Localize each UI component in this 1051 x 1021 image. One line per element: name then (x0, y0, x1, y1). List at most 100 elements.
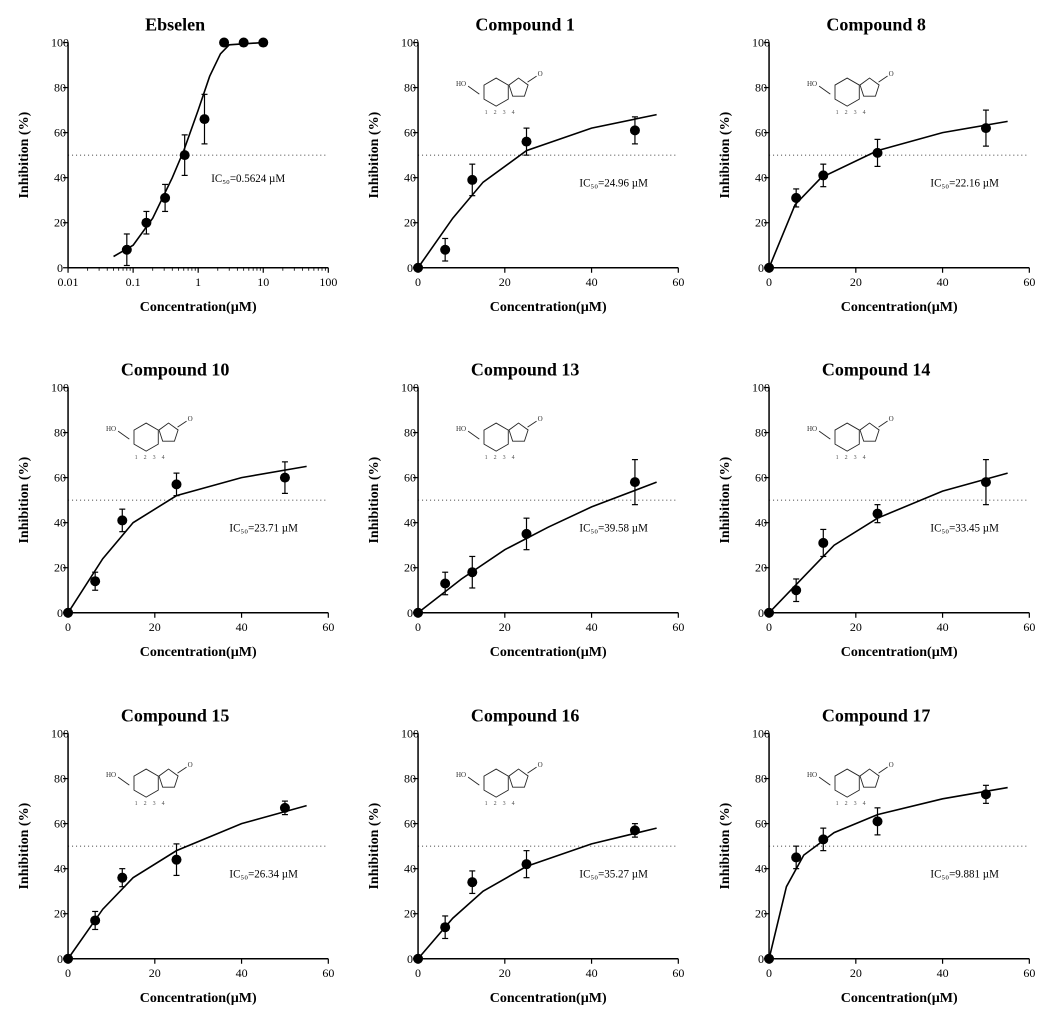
svg-text:1: 1 (485, 110, 488, 116)
xtick-label: 60 (1023, 275, 1035, 289)
ic50-label: IC₅₀=23.71 µM (229, 523, 298, 535)
svg-text:O: O (888, 70, 893, 78)
data-point (239, 38, 249, 48)
ic50-label: IC₅₀=39.58 µM (580, 523, 649, 535)
xtick-label: 20 (499, 965, 511, 979)
svg-text:3: 3 (503, 455, 506, 461)
ytick-label: 80 (54, 771, 66, 785)
ytick-label: 60 (404, 816, 416, 830)
svg-text:HO: HO (106, 425, 116, 433)
data-point (764, 608, 774, 618)
xlabel: Concentration(µM) (140, 645, 257, 660)
ytick-label: 60 (755, 471, 767, 485)
panel-c8: Compound 80204060801000204060Concentrati… (711, 10, 1041, 325)
xlabel: Concentration(µM) (140, 990, 257, 1005)
ylabel: Inhibition (%) (17, 457, 32, 544)
xtick-label: 60 (673, 620, 685, 634)
xtick-label: 10 (257, 275, 269, 289)
ic50-label: IC₅₀=24.96 µM (580, 178, 649, 190)
xtick-label: 0 (415, 275, 421, 289)
ytick-label: 20 (54, 216, 66, 230)
xtick-label: 40 (936, 965, 948, 979)
xtick-label: 40 (936, 620, 948, 634)
ytick-label: 60 (54, 816, 66, 830)
svg-text:HO: HO (807, 771, 817, 779)
xtick-label: 0 (65, 965, 71, 979)
data-point (630, 125, 640, 135)
ytick-label: 100 (51, 36, 69, 50)
svg-text:O: O (538, 761, 543, 769)
svg-text:4: 4 (862, 455, 865, 461)
structure-sketch: HOO1234 (807, 70, 894, 116)
svg-text:O: O (538, 415, 543, 423)
panel-title: Compound 10 (121, 360, 230, 380)
svg-text:HO: HO (807, 425, 817, 433)
svg-text:4: 4 (512, 455, 515, 461)
svg-text:4: 4 (162, 801, 165, 807)
data-point (468, 877, 478, 887)
data-point (764, 263, 774, 273)
svg-text:3: 3 (153, 455, 156, 461)
data-point (981, 789, 991, 799)
data-point (872, 509, 882, 519)
svg-text:1: 1 (135, 801, 138, 807)
ytick-label: 40 (404, 516, 416, 530)
data-point (280, 473, 290, 483)
data-point (63, 953, 73, 963)
ytick-label: 20 (755, 906, 767, 920)
panel-title: Compound 14 (822, 360, 931, 380)
ytick-label: 40 (54, 171, 66, 185)
svg-text:2: 2 (844, 801, 847, 807)
data-point (468, 175, 478, 185)
ytick-label: 0 (57, 951, 63, 965)
ytick-label: 40 (54, 516, 66, 530)
ytick-label: 100 (752, 381, 770, 395)
data-point (872, 816, 882, 826)
panel-ebselen: Ebselen0204060801000.010.1110100Concentr… (10, 10, 340, 325)
svg-text:1: 1 (485, 455, 488, 461)
ytick-label: 0 (407, 606, 413, 620)
svg-text:4: 4 (862, 110, 865, 116)
ytick-label: 40 (404, 171, 416, 185)
xtick-label: 0 (65, 620, 71, 634)
xlabel: Concentration(µM) (140, 300, 257, 315)
svg-text:4: 4 (512, 801, 515, 807)
data-point (630, 825, 640, 835)
ytick-label: 20 (54, 561, 66, 575)
xtick-label: 100 (319, 275, 337, 289)
data-point (791, 193, 801, 203)
ytick-label: 80 (404, 426, 416, 440)
ytick-label: 20 (54, 906, 66, 920)
xtick-label: 20 (849, 965, 861, 979)
panel-c1: Compound 10204060801000204060Concentrati… (360, 10, 690, 325)
data-point (468, 568, 478, 578)
xlabel: Concentration(µM) (490, 300, 607, 315)
xtick-label: 40 (236, 620, 248, 634)
data-point (199, 114, 209, 124)
ytick-label: 80 (755, 771, 767, 785)
xtick-label: 0 (766, 620, 772, 634)
data-point (522, 859, 532, 869)
svg-text:O: O (888, 761, 893, 769)
ytick-label: 80 (54, 426, 66, 440)
xtick-label: 40 (586, 620, 598, 634)
data-point (522, 137, 532, 147)
svg-text:O: O (888, 415, 893, 423)
xtick-label: 60 (322, 965, 334, 979)
ylabel: Inhibition (%) (367, 457, 382, 544)
ytick-label: 60 (54, 126, 66, 140)
xtick-label: 20 (499, 620, 511, 634)
ytick-label: 100 (401, 381, 419, 395)
structure-sketch: HOO1234 (106, 415, 193, 461)
ytick-label: 20 (404, 561, 416, 575)
xtick-label: 0 (415, 620, 421, 634)
svg-text:HO: HO (456, 425, 466, 433)
fit-curve (418, 482, 657, 613)
structure-sketch: HOO1234 (456, 761, 543, 807)
svg-text:HO: HO (807, 80, 817, 88)
ylabel: Inhibition (%) (17, 111, 32, 198)
ylabel: Inhibition (%) (17, 802, 32, 889)
svg-text:3: 3 (153, 801, 156, 807)
ytick-label: 20 (755, 216, 767, 230)
ic50-label: IC₅₀=35.27 µM (580, 868, 649, 880)
